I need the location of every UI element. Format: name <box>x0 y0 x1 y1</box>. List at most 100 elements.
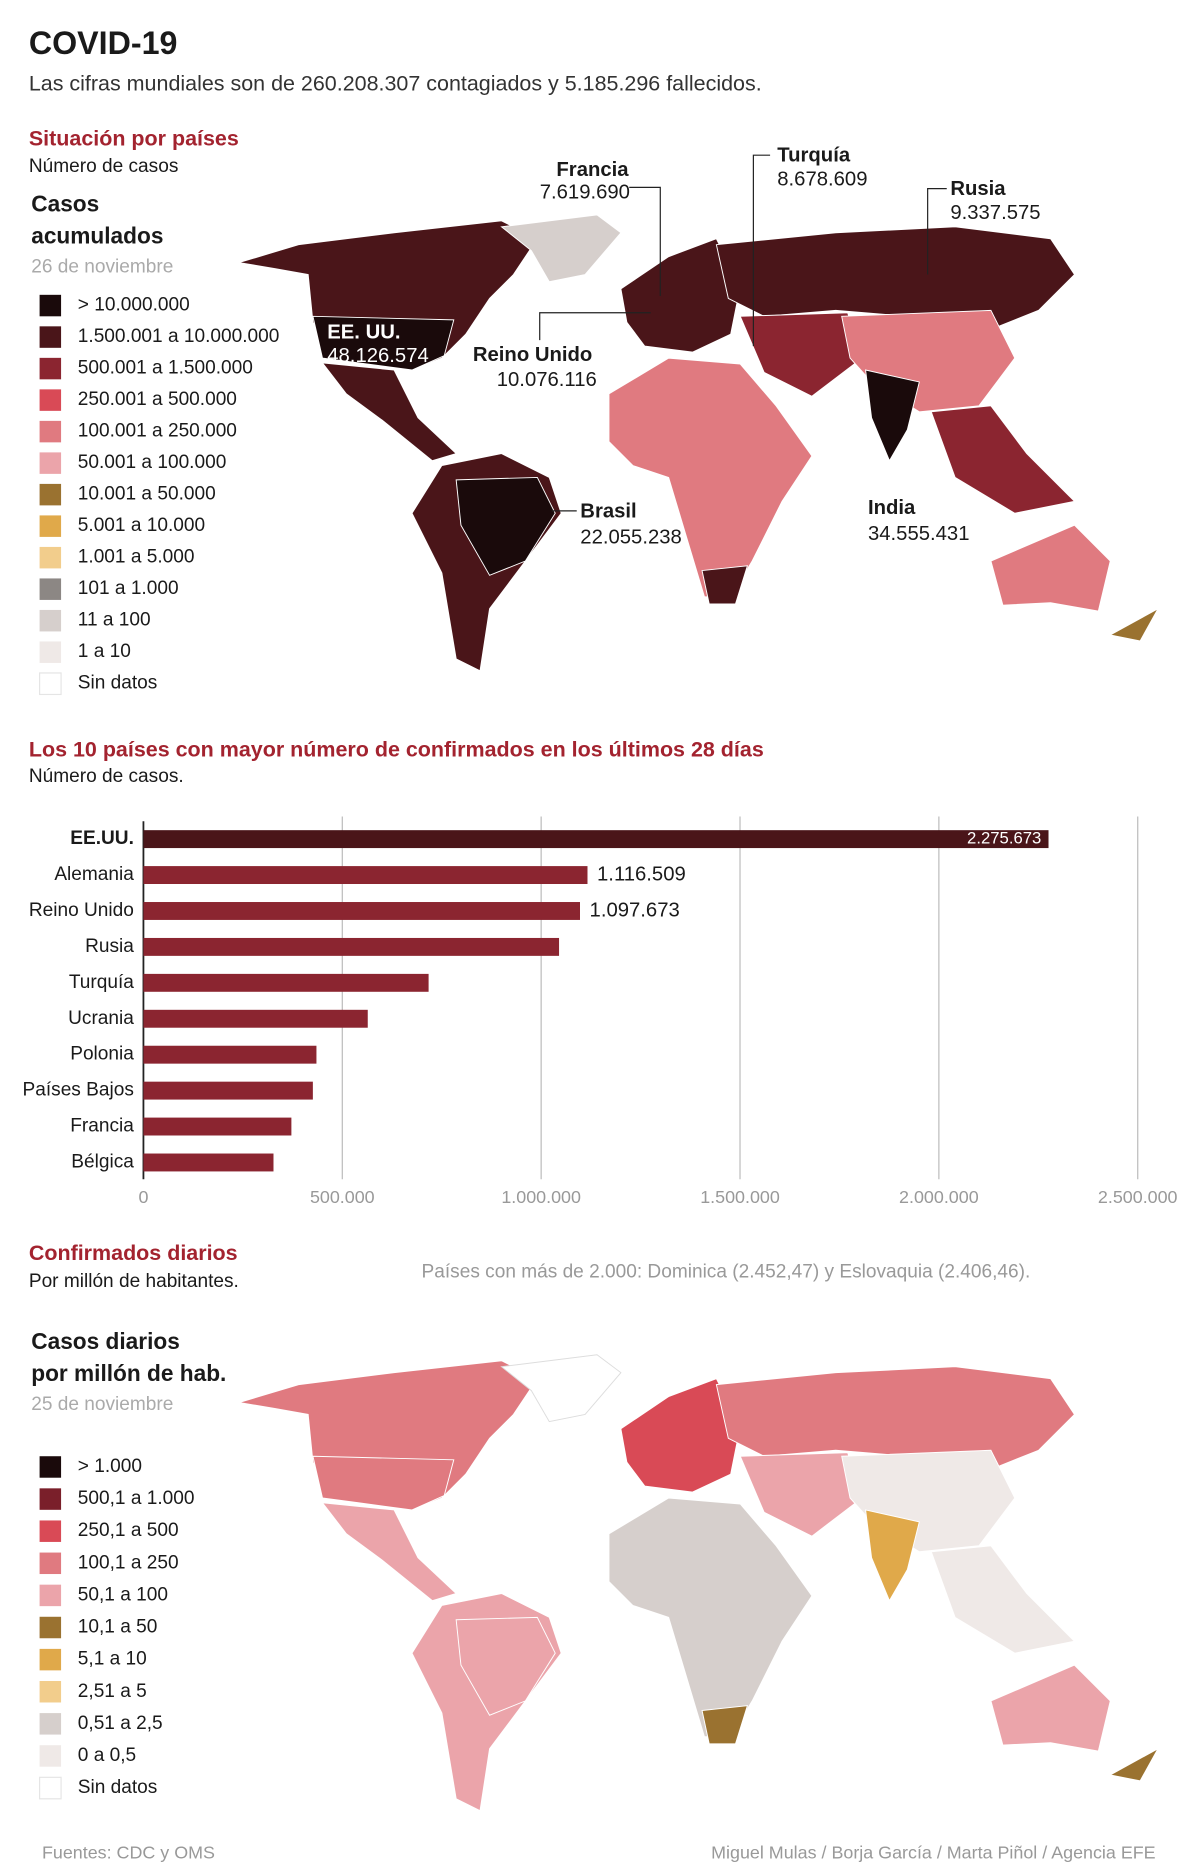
legend-swatch <box>38 1776 62 1800</box>
legend-label: 5,1 a 10 <box>78 1649 147 1670</box>
data-label: 1.097.673 <box>590 899 680 921</box>
annotation-name: Reino Unido <box>473 344 592 366</box>
bar <box>143 866 588 885</box>
legend-swatch <box>39 452 62 474</box>
legend-label: Sin datos <box>78 673 158 694</box>
legend-swatch <box>39 1488 62 1510</box>
legend-swatch <box>39 1456 62 1478</box>
legend-label: 1.500.001 a 10.000.000 <box>78 326 280 347</box>
bar <box>143 1045 317 1064</box>
legend: > 1.000 500,1 a 1.000 250,1 a 500 100,1 a 2… <box>38 1456 195 1800</box>
x-tick-label: 1.000.000 <box>501 1187 581 1207</box>
legend-swatch <box>39 578 62 600</box>
bar <box>143 973 429 992</box>
y-tick-label: EE.UU. <box>70 828 134 849</box>
legend-title: por millón de hab. <box>31 1360 226 1386</box>
annotation-name: Francia <box>556 159 629 181</box>
legend-swatch <box>39 1745 62 1767</box>
bar <box>143 937 560 956</box>
legend-swatch <box>39 1584 62 1607</box>
bar <box>143 1009 368 1028</box>
annotation-name: EE. UU. <box>327 321 400 343</box>
x-tick-label: 0 <box>138 1187 148 1207</box>
legend-swatch <box>39 546 62 569</box>
annotation-value: 10.076.116 <box>497 369 597 391</box>
legend-swatch <box>39 483 62 506</box>
legend-swatch <box>39 1520 62 1542</box>
legend-swatch <box>39 1552 62 1575</box>
legend-swatch <box>39 389 62 411</box>
legend-swatch <box>39 357 62 380</box>
legend-label: 2,51 a 5 <box>78 1681 147 1702</box>
data-label: 2.275.673 <box>967 829 1041 848</box>
title: COVID-19 <box>29 25 178 61</box>
legend-swatch <box>39 1680 62 1703</box>
legend-label: 5.001 a 10.000 <box>78 515 205 536</box>
bar <box>143 1153 274 1172</box>
legend-swatch <box>39 420 62 443</box>
y-tick-label: Rusia <box>85 936 134 957</box>
y-tick-label: Países Bajos <box>23 1080 134 1101</box>
legend: > 10.000.000 1.500.001 a 10.000.000 500.00… <box>38 294 280 696</box>
legend-label: 100,1 a 250 <box>78 1552 179 1573</box>
legend-date: 26 de noviembre <box>31 256 173 277</box>
chart-title: Los 10 países con mayor número de confir… <box>29 737 764 761</box>
legend-swatch <box>39 1713 62 1735</box>
x-tick-label: 1.500.000 <box>700 1187 780 1207</box>
legend-label: 100.001 a 250.000 <box>78 421 237 442</box>
y-tick-label: Polonia <box>70 1044 134 1065</box>
chart-subtitle: Número de casos. <box>29 766 184 787</box>
source: Fuentes: CDC y OMS <box>42 1842 215 1862</box>
annotation-value: 8.678.609 <box>777 169 867 191</box>
annotation-name: India <box>868 497 916 519</box>
legend-title: Casos diarios <box>31 1328 180 1354</box>
x-tick-label: 500.000 <box>310 1187 375 1207</box>
data-label: 1.116.509 <box>597 863 686 885</box>
legend-label: Sin datos <box>78 1777 158 1798</box>
annotation-name: Rusia <box>950 178 1006 200</box>
world-map <box>238 214 1159 672</box>
legend-label: 500,1 a 1.000 <box>78 1488 195 1509</box>
bar <box>143 902 581 920</box>
legend-swatch <box>39 515 62 537</box>
legend-swatch <box>38 672 62 696</box>
legend-label: 11 a 100 <box>78 610 151 631</box>
legend-swatch <box>39 326 62 348</box>
y-tick-label: Alemania <box>54 864 134 885</box>
map-leaders <box>539 154 947 512</box>
annotation-value: 22.055.238 <box>580 527 682 549</box>
legend-label: 50,1 a 100 <box>78 1584 168 1605</box>
legend-label: > 1.000 <box>78 1456 142 1477</box>
x-tick-label: 2.000.000 <box>899 1187 979 1207</box>
bar-chart: 0 500.000 1.000.000 1.500.000 2.000.000 2.500… <box>23 816 1178 1207</box>
annotation-value: 9.337.575 <box>950 202 1040 224</box>
section-subtitle: Número de casos <box>29 156 179 177</box>
legend-swatch <box>39 294 62 317</box>
legend-label: 1 a 10 <box>78 641 131 662</box>
legend-swatch <box>39 641 62 663</box>
annotation-value: 7.619.690 <box>540 182 630 204</box>
legend-swatch <box>39 609 62 632</box>
annotation-name: Brasil <box>580 500 636 522</box>
legend-label: 50.001 a 100.000 <box>78 452 227 473</box>
legend-label: 10,1 a 50 <box>78 1617 158 1638</box>
legend-title: Casos <box>31 190 99 216</box>
legend-label: > 10.000.000 <box>78 295 190 316</box>
legend-swatch <box>39 1616 62 1639</box>
legend-swatch <box>39 1648 62 1671</box>
bar <box>143 1117 292 1136</box>
credits: Miguel Mulas / Borja García / Marta Piño… <box>711 1842 1156 1862</box>
legend-date: 25 de noviembre <box>31 1394 173 1415</box>
world-map <box>238 1354 1159 1812</box>
y-tick-label: Turquía <box>69 972 134 993</box>
legend-label: 500.001 a 1.500.000 <box>78 358 253 379</box>
annotation-value: 34.555.431 <box>868 523 970 545</box>
x-tick-label: 2.500.000 <box>1098 1187 1178 1207</box>
legend-label: 10.001 a 50.000 <box>78 484 216 505</box>
legend-label: 101 a 1.000 <box>78 578 179 599</box>
note: Países con más de 2.000: Dominica (2.452… <box>422 1261 1031 1282</box>
subtitle: Las cifras mundiales son de 260.208.307 … <box>29 71 762 95</box>
bar <box>143 830 1049 849</box>
y-tick-label: Ucrania <box>68 1008 134 1029</box>
